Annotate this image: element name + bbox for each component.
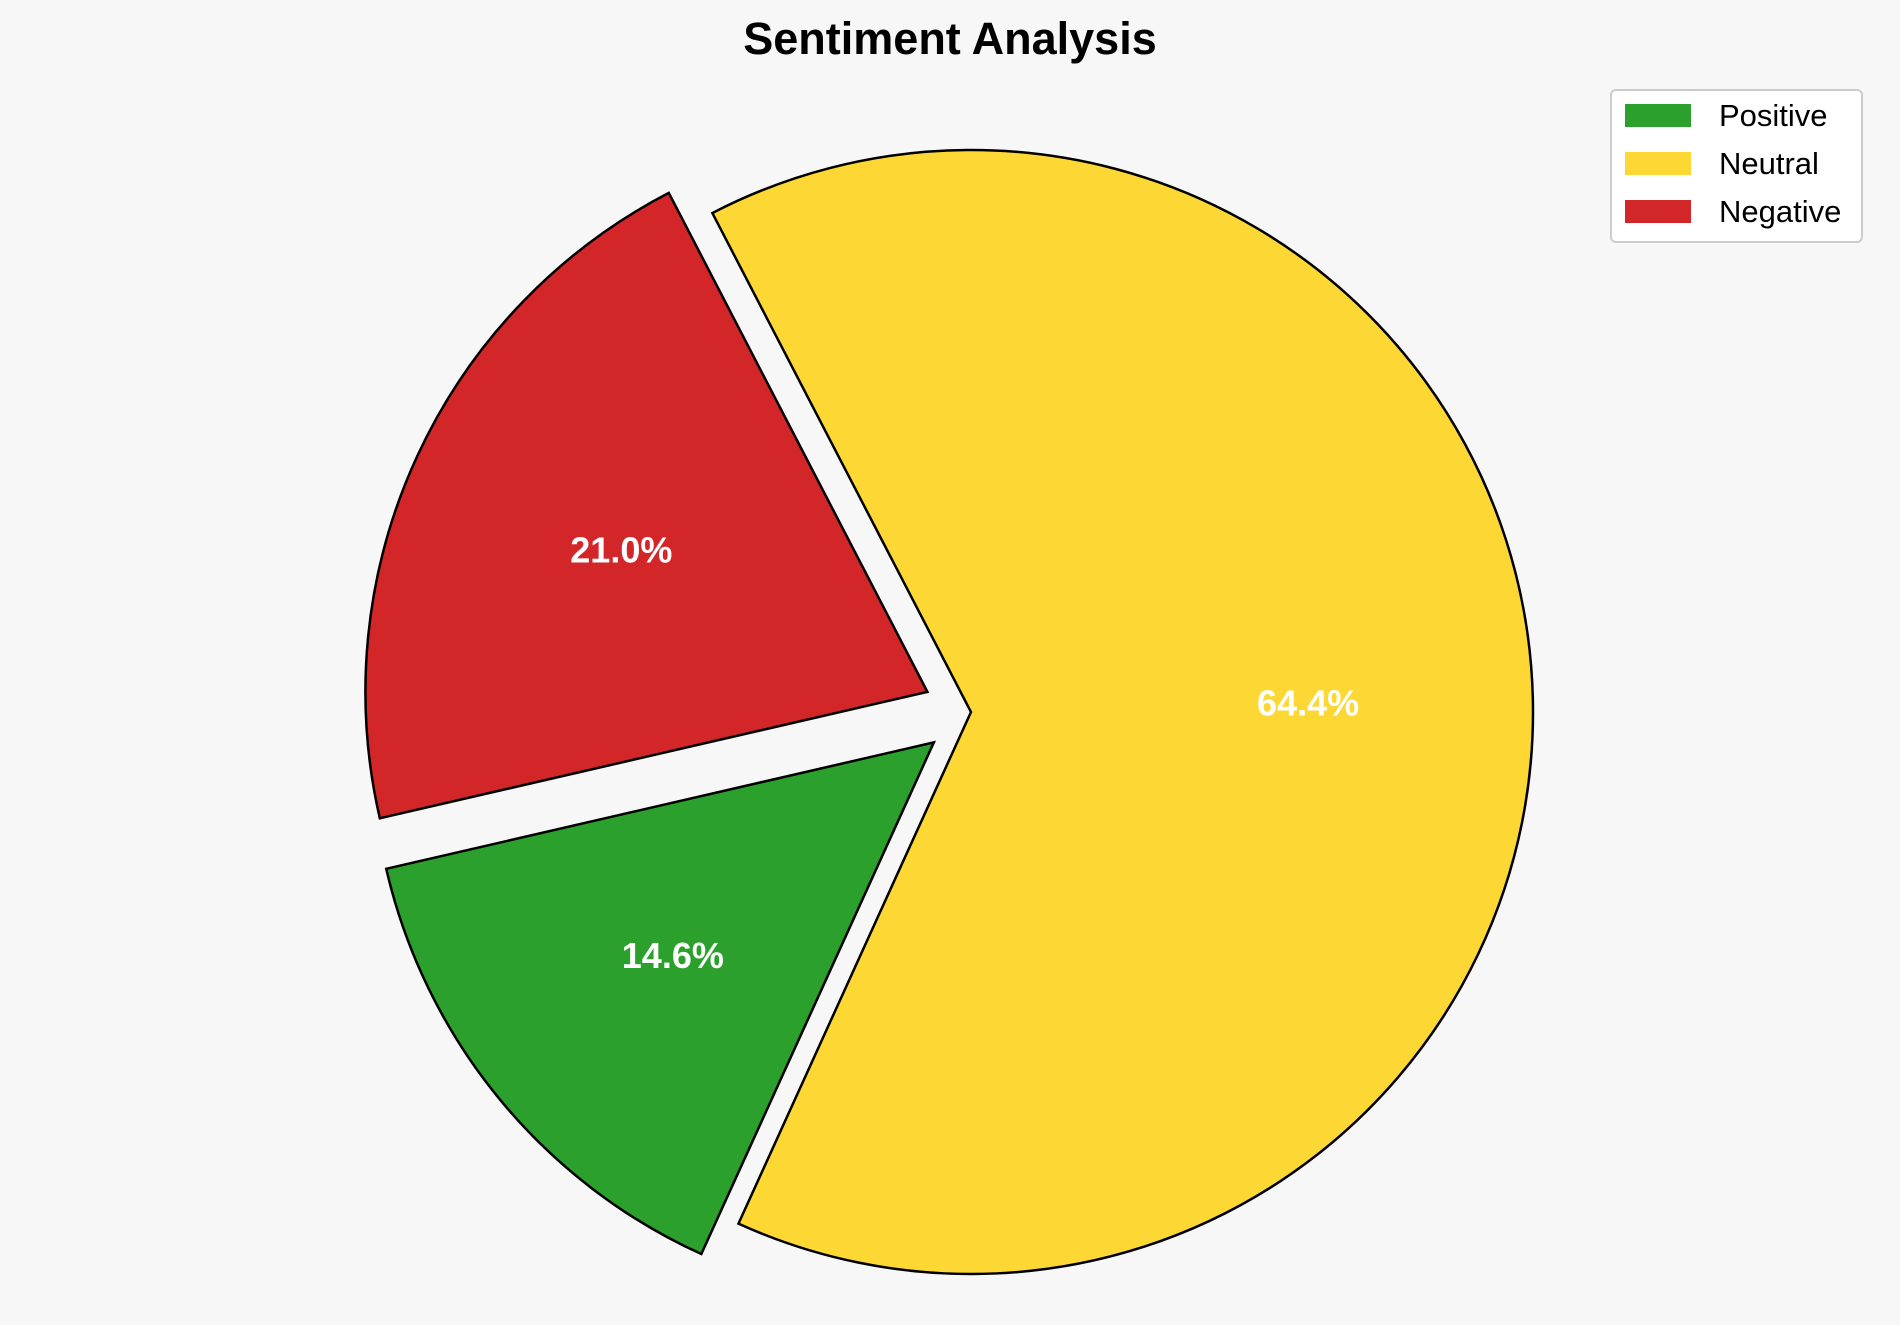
legend-label-positive: Positive (1719, 98, 1828, 133)
slice-labels: 14.6% 64.4% 21.0% (570, 529, 1359, 975)
legend-swatch-neutral (1625, 152, 1691, 175)
pie-slice-positive (384, 740, 937, 1256)
pie-slice-negative (364, 191, 930, 820)
legend-swatch-positive (1625, 104, 1691, 127)
legend: Positive Neutral Negative (1610, 89, 1863, 243)
pie-slices (364, 148, 1535, 1276)
slice-label-negative: 21.0% (570, 529, 672, 570)
slice-label-positive: 14.6% (622, 935, 724, 976)
legend-label-neutral: Neutral (1719, 146, 1819, 181)
chart-title: Sentiment Analysis (743, 13, 1156, 64)
legend-swatch-negative (1625, 200, 1691, 223)
pie-slice-neutral (710, 148, 1535, 1276)
legend-label-negative: Negative (1719, 194, 1841, 229)
slice-label-neutral: 64.4% (1257, 682, 1359, 723)
